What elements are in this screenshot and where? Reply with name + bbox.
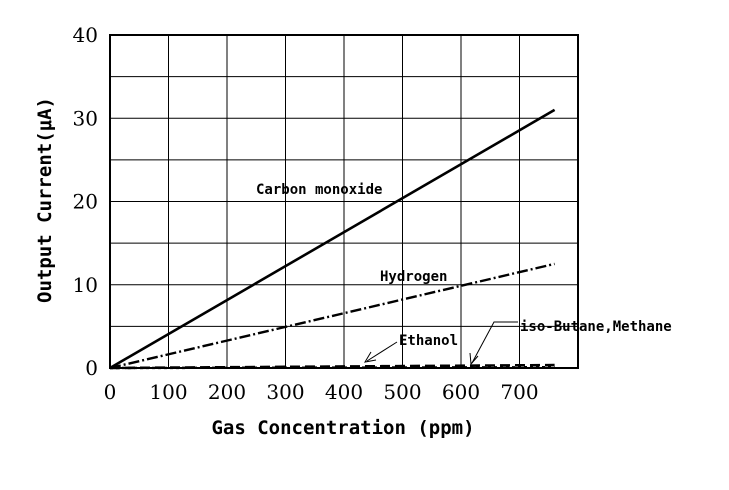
iso-butane-methane-pointer	[469, 321, 518, 366]
x-tick-label: 500	[383, 380, 421, 404]
grid	[110, 35, 578, 368]
y-tick-label: 20	[73, 190, 98, 214]
y-tick-label: 10	[73, 273, 98, 297]
x-tick-label: 100	[149, 380, 187, 404]
plot-frame	[109, 34, 579, 369]
y-tick-label: 0	[85, 356, 98, 380]
x-axis-title: Gas Concentration (ppm)	[211, 417, 474, 439]
y-tick-label: 40	[73, 23, 98, 47]
x-tick-label: 400	[325, 380, 363, 404]
series-line-carbon-monoxide	[109, 108, 556, 370]
y-axis-title: Output Current(μA)	[34, 97, 56, 303]
x-tick-label: 600	[442, 380, 480, 404]
ethanol-pointer	[364, 341, 398, 363]
x-tick-label: 200	[208, 380, 246, 404]
y-tick-label: 30	[73, 106, 98, 130]
series-label-carbon-monoxide: Carbon monoxide	[256, 182, 382, 198]
x-tick-label: 0	[104, 380, 117, 404]
series-label-ethanol: Ethanol	[399, 333, 458, 349]
series-line-hydrogen	[109, 262, 555, 370]
series-label-hydrogen: Hydrogen	[380, 269, 447, 285]
x-tick-label: 700	[500, 380, 538, 404]
x-tick-label: 300	[266, 380, 304, 404]
series-line-ethanol	[109, 366, 555, 370]
series-group	[109, 108, 556, 370]
series-label-iso-butane-methane: iso-Butane,Methane	[520, 319, 672, 335]
tick-labels: 0 100 200 300 400 500 600 700 0 10 20 30 40	[73, 23, 539, 404]
